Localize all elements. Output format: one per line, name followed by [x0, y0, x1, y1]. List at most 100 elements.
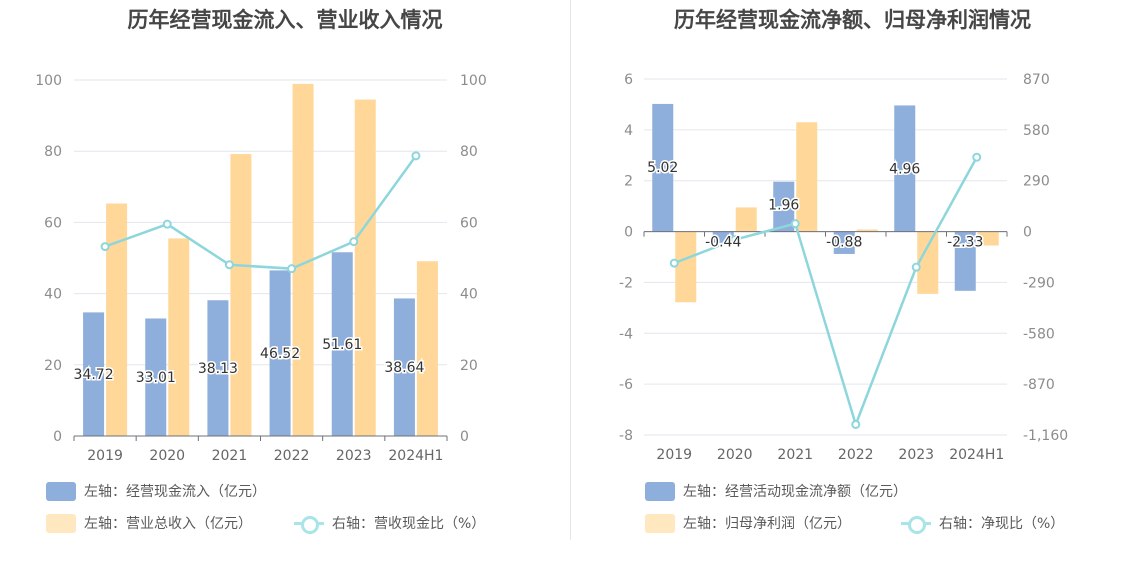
bar-secondary [917, 231, 939, 294]
ratio-point [349, 237, 359, 247]
bar-primary [954, 231, 976, 291]
ratio-line [673, 156, 978, 429]
bar-data-label: -2.33 [947, 235, 983, 251]
bar-secondary [735, 207, 757, 232]
left-axis-tick-label: 0 [624, 225, 633, 241]
right-axis-tick-label: -580 [1023, 326, 1055, 342]
bar-secondary [977, 231, 999, 246]
grid-lines [644, 78, 1007, 436]
x-axis-labels: 2019 2020 2021 2022 2023 2024H1 [87, 448, 443, 464]
data-labels: 34.72 33.01 38.13 46.52 51.61 38.64 [72, 336, 426, 388]
bar-data-label: 4.96 [889, 161, 920, 177]
x-tick-label: 2022 [838, 447, 874, 463]
bars [652, 103, 999, 303]
bar-secondary [856, 229, 878, 232]
legend-item-revenue[interactable]: 左轴：营业总收入（亿元） [46, 513, 252, 533]
left-axis-tick-label: 0 [53, 429, 62, 445]
bar-data-label: 46.52 [260, 346, 300, 362]
left-axis-tick-label: -2 [619, 275, 633, 291]
bar-data-label: 1.96 [768, 198, 799, 214]
x-tick-label: 2021 [212, 448, 248, 464]
legend-item-net-cash[interactable]: 左轴：经营活动现金流净额（亿元） [645, 481, 907, 501]
legend-item-inflow[interactable]: 左轴：经营现金流入（亿元） [46, 481, 266, 501]
x-tick-label: 2021 [777, 447, 813, 463]
right-axis-tick-label: 60 [460, 215, 478, 231]
x-axis-labels: 2019 2020 2021 2022 2023 2024H1 [656, 447, 1004, 463]
axis-ticks: 0 0 20 20 40 40 60 60 80 80 100 100 [35, 73, 486, 445]
left-axis-tick-label: 20 [44, 358, 62, 374]
bar-data-label: 38.13 [198, 361, 238, 377]
legend-item-ratio[interactable]: 右轴：营收现金比（%） [294, 513, 486, 534]
ratio-point [224, 260, 234, 270]
legend-swatch-orange [46, 513, 76, 533]
bar-primary [145, 318, 167, 436]
legend-label: 左轴：归母净利润（亿元） [683, 516, 851, 532]
x-tick-label: 2023 [898, 447, 934, 463]
bar-primary [652, 103, 674, 232]
right-axis-tick-label: -290 [1023, 275, 1055, 291]
ratio-point [851, 419, 861, 429]
ratio-point [162, 219, 172, 229]
left-axis-tick-label: 40 [44, 287, 62, 303]
bar-primary [712, 231, 734, 243]
ratio-point [100, 242, 110, 252]
legend-item-net-profit[interactable]: 左轴：归母净利润（亿元） [645, 513, 851, 533]
right-axis-tick-label: 100 [460, 73, 487, 89]
panel-divider [570, 0, 571, 540]
legend-swatch-orange [645, 513, 675, 533]
left-axis-tick-label: -6 [619, 377, 633, 393]
grid-lines [74, 79, 447, 437]
x-tick-label: 2019 [87, 448, 123, 464]
left-axis-tick-label: 6 [624, 72, 633, 88]
left-axis-tick-label: -4 [619, 326, 633, 342]
bar-data-label: 33.01 [136, 370, 176, 386]
legend-label: 右轴：营收现金比（%） [332, 516, 486, 532]
bar-primary [207, 300, 229, 436]
right-axis-tick-label: 80 [460, 144, 478, 160]
legend-line-icon [294, 514, 324, 534]
chart-title: 历年经营现金流净额、归母净利润情况 [674, 8, 1031, 32]
axis-ticks: -8 -1,160 -6 -870 -4 -580 -2 -290 0 0 2 290 4 580 6 870 [619, 72, 1068, 444]
x-tick-label: 2020 [717, 447, 753, 463]
right-axis-tick-label: 40 [460, 287, 478, 303]
legend-label: 左轴：经营活动现金流净额（亿元） [683, 484, 907, 500]
bar-primary [833, 231, 855, 254]
left-axis-tick-label: 2 [624, 174, 633, 190]
legend-item-net-ratio[interactable]: 右轴：净现比（%） [901, 513, 1065, 534]
ratio-point [287, 264, 297, 274]
legend-swatch-blue [46, 481, 76, 501]
x-tick-label: 2023 [336, 448, 372, 464]
legend-line-icon [901, 514, 931, 534]
bar-secondary [354, 99, 376, 436]
ratio-point [730, 235, 740, 245]
ratio-point [790, 219, 800, 229]
bar-data-label: -0.88 [826, 235, 862, 251]
legend-label: 左轴：营业总收入（亿元） [84, 516, 252, 532]
bar-data-label: 51.61 [322, 337, 362, 353]
right-axis-tick-label: 20 [460, 358, 478, 374]
right-axis-tick-label: 0 [460, 429, 469, 445]
bar-primary [83, 312, 105, 436]
ratio-point [411, 151, 421, 161]
ratio-point [669, 258, 679, 268]
bar-data-label: 5.02 [647, 160, 678, 176]
ratio-point [972, 152, 982, 162]
right-axis-tick-label: -870 [1023, 377, 1055, 393]
left-axis-tick-label: -8 [619, 428, 633, 444]
left-axis-tick-label: 60 [44, 215, 62, 231]
bar-secondary [796, 122, 818, 232]
bar-secondary [168, 238, 190, 436]
bar-secondary [416, 261, 438, 436]
legend-label: 左轴：经营现金流入（亿元） [84, 484, 266, 500]
legend-swatch-blue [645, 481, 675, 501]
right-axis-tick-label: 290 [1023, 174, 1050, 190]
bar-data-label: 38.64 [384, 360, 424, 376]
right-axis-tick-label: -1,160 [1023, 428, 1068, 444]
right-axis-tick-label: 870 [1023, 72, 1050, 88]
legend-label: 右轴：净现比（%） [939, 516, 1065, 532]
x-tick-label: 2019 [656, 447, 692, 463]
x-tick-label: 2024H1 [388, 448, 443, 464]
chart-title: 历年经营现金流入、营业收入情况 [127, 8, 443, 32]
